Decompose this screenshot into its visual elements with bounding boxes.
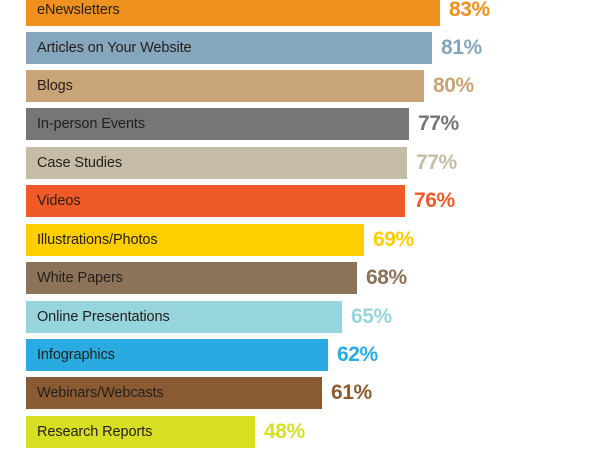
bar-category-label: Case Studies <box>37 155 123 171</box>
bar-value-label: 77% <box>418 112 459 135</box>
bar-value-label: 76% <box>414 189 455 212</box>
bar-row: Articles on Your Website 81% <box>26 32 552 64</box>
bar-rect <box>26 377 322 409</box>
bar-value-label: 69% <box>373 228 414 251</box>
bar-row: Case Studies 77% <box>26 147 527 179</box>
bar-rect <box>26 0 440 26</box>
bar-category-label: Illustrations/Photos <box>37 232 158 248</box>
bar-row: Webinars/Webcasts 61% <box>26 377 442 409</box>
bar-category-label: Research Reports <box>37 424 153 440</box>
bar-rect <box>26 416 255 448</box>
bar-row: Blogs 80% <box>26 70 544 102</box>
bar-row: eNewsletters 83% <box>26 0 560 26</box>
bar-rect <box>26 32 432 64</box>
bar-row: In-person Events 77% <box>26 108 529 140</box>
bar-value-label: 48% <box>264 420 305 443</box>
bar-rect <box>26 301 342 333</box>
bar-row: Videos 76% <box>26 185 525 217</box>
bar-rect <box>26 224 364 256</box>
bar-rect <box>26 108 409 140</box>
bar-row: Illustrations/Photos 69% <box>26 224 484 256</box>
bar-category-label: eNewsletters <box>37 2 120 18</box>
bar-row: Online Presentations 65% <box>26 301 462 333</box>
bar-value-label: 65% <box>351 305 392 328</box>
bar-value-label: 83% <box>449 0 490 21</box>
bar-category-label: Articles on Your Website <box>37 40 192 56</box>
bar-value-label: 61% <box>331 381 372 404</box>
bar-row: White Papers 68% <box>26 262 477 294</box>
bar-category-label: In-person Events <box>37 116 146 132</box>
bar-category-label: Online Presentations <box>37 309 170 325</box>
bar-rect <box>26 70 424 102</box>
bar-value-label: 81% <box>441 36 482 59</box>
bar-value-label: 68% <box>366 266 407 289</box>
bar-category-label: White Papers <box>37 270 123 286</box>
bar-value-label: 80% <box>433 74 474 97</box>
bar-rect <box>26 147 407 179</box>
bar-row: Infographics 62% <box>26 339 448 371</box>
bar-category-label: Blogs <box>37 78 73 94</box>
bar-value-label: 62% <box>337 343 378 366</box>
bar-category-label: Infographics <box>37 347 115 363</box>
bar-row: Research Reports 48% <box>26 416 375 448</box>
bar-rect <box>26 185 405 217</box>
bar-category-label: Videos <box>37 193 81 209</box>
bar-rect <box>26 339 328 371</box>
bar-rect <box>26 262 357 294</box>
bar-value-label: 77% <box>416 151 457 174</box>
bar-category-label: Webinars/Webcasts <box>37 385 164 401</box>
